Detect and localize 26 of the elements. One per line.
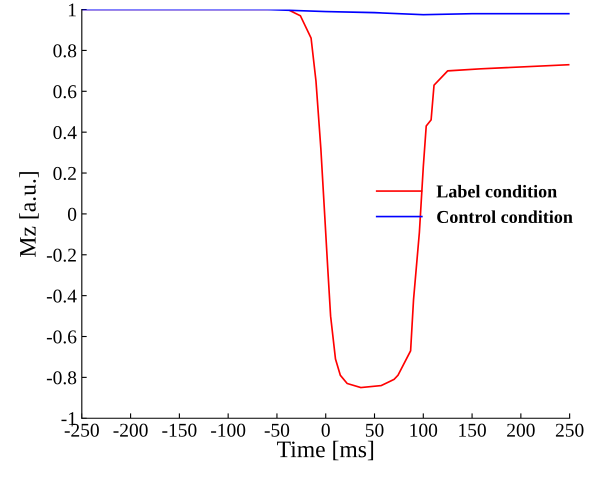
y-axis-title: Mz [a.u.] (19, 172, 39, 257)
x-tick-label: 50 (366, 424, 384, 437)
x-tick-label: 250 (556, 424, 584, 437)
y-tick-label: -0.8 (46, 371, 76, 384)
y-tick-label: 0.2 (53, 166, 76, 180)
y-tick-label: -0.6 (46, 330, 76, 344)
y-tick-label: 0.4 (53, 126, 77, 140)
x-tick-label: 150 (459, 424, 486, 437)
x-tick-label: -200 (113, 424, 148, 437)
y-tick-label: 1 (68, 3, 76, 16)
y-tick-label: 0 (68, 208, 76, 221)
x-tick-label: 200 (507, 424, 535, 437)
x-tick-label: -250 (64, 424, 99, 437)
x-tick-label: -100 (211, 424, 246, 437)
x-tick-label: -50 (264, 424, 290, 437)
y-tick-label: -0.4 (46, 289, 77, 303)
legend-label: Control condition (437, 210, 573, 224)
x-tick-label: -150 (162, 424, 196, 437)
y-tick-label: -1 (61, 412, 76, 425)
x-axis-title: Time [ms] (277, 440, 374, 460)
y-tick-label: -0.2 (46, 248, 76, 262)
y-tick-label: 0.8 (53, 44, 76, 58)
x-tick-label: 0 (322, 424, 330, 437)
x-tick-label: 100 (410, 424, 438, 437)
y-tick-label: 0.6 (53, 85, 76, 98)
legend-label: Label condition (436, 184, 557, 198)
